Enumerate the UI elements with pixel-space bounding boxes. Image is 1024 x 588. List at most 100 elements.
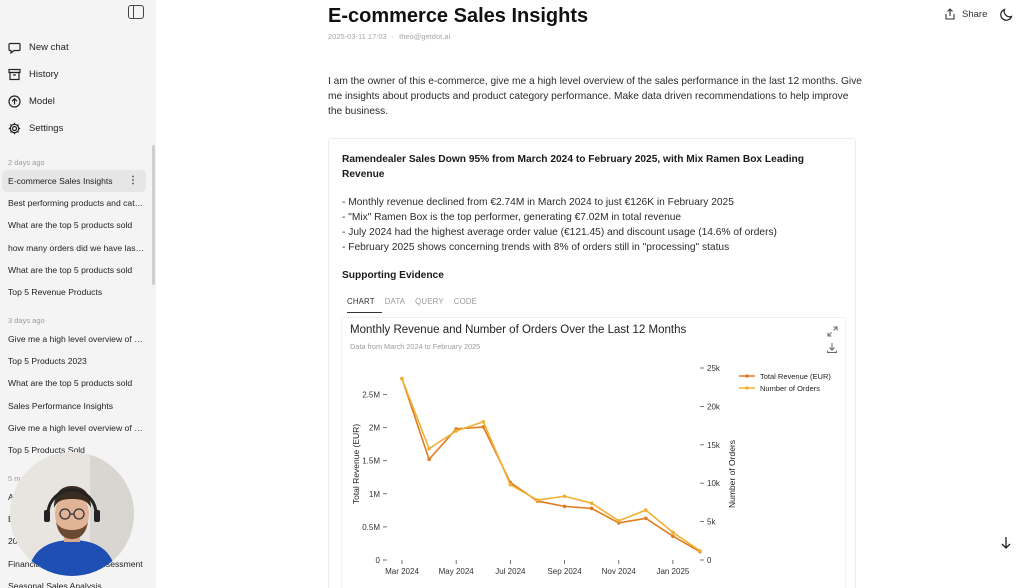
history-item-active[interactable]: E-commerce Sales Insights ⋮: [2, 170, 146, 193]
data-point: [562, 504, 567, 509]
scroll-down-icon[interactable]: [1000, 536, 1012, 555]
share-label: Share: [962, 8, 988, 20]
data-point: [589, 501, 594, 505]
gear-icon: [8, 122, 21, 135]
arrow-up-circle-icon: [8, 95, 21, 108]
x-tick-label: Jul 2024: [495, 567, 526, 576]
nav-settings[interactable]: Settings: [8, 115, 148, 142]
sidebar-scrollbar[interactable]: [152, 145, 155, 285]
bullet-item: - February 2025 shows concerning trends …: [342, 242, 730, 253]
x-tick-label: May 2024: [439, 567, 475, 576]
history-item[interactable]: What are the top 5 products sold: [8, 378, 133, 389]
series-line: [401, 378, 701, 553]
y-left-tick-label: 1.5M: [362, 457, 380, 466]
legend-label: Total Revenue (EUR): [760, 372, 831, 381]
data-point: [427, 446, 431, 451]
bullet-item: - "Mix" Ramen Box is the top performer, …: [342, 212, 682, 223]
nav-label: Settings: [29, 123, 64, 134]
tab-query[interactable]: QUERY: [415, 297, 444, 306]
chat-user: theo@getdot.ai: [399, 32, 451, 41]
legend-marker: [745, 374, 749, 378]
share-button[interactable]: Share: [944, 8, 987, 20]
data-point: [481, 425, 486, 429]
history-item[interactable]: Give me a high level overview of sales: [8, 422, 146, 433]
history-item[interactable]: Top 5 Revenue Products: [8, 286, 103, 297]
moon-icon[interactable]: [999, 7, 1014, 27]
data-point: [644, 508, 648, 512]
y-left-axis-label: Total Revenue (EUR): [351, 424, 361, 504]
expand-icon[interactable]: [827, 324, 838, 342]
y-left-tick-label: 2M: [369, 424, 380, 433]
tab-data[interactable]: DATA: [384, 297, 406, 306]
y-right-tick-label: 15k: [707, 441, 721, 450]
data-point: [698, 548, 702, 553]
history-item[interactable]: Give me a high level overview of sales: [8, 334, 146, 344]
chart-panel: Monthly Revenue and Number of Orders Ove…: [341, 317, 846, 588]
history-item[interactable]: Seasonal Sales Analysis: [8, 580, 102, 588]
bullet-item: - Monthly revenue declined from €2.74M i…: [342, 197, 734, 208]
data-point: [481, 419, 486, 424]
data-point: [562, 494, 567, 499]
data-point: [589, 506, 594, 511]
more-options-icon[interactable]: ⋮: [128, 175, 138, 186]
sidebar-nav: New chat History Model Settings: [8, 34, 148, 142]
share-icon: [945, 8, 955, 20]
data-point: [427, 457, 431, 462]
chat-meta: 2025-03-11 17:03 · theo@getdot.ai: [328, 32, 451, 41]
data-point: [400, 376, 404, 381]
history-group-label: 2 days ago: [8, 158, 45, 167]
history-item[interactable]: Top 5 Products 2023: [8, 356, 87, 367]
webcam-video: [10, 452, 134, 576]
user-prompt: I am the owner of this e-commerce, give …: [328, 76, 862, 117]
nav-history[interactable]: History: [8, 61, 148, 88]
y-left-tick-label: 0.5M: [362, 523, 380, 532]
y-left-tick-label: 0: [376, 556, 381, 565]
y-right-axis-label: Number of Orders: [727, 440, 737, 508]
history-item[interactable]: how many orders did we have last month: [8, 242, 146, 253]
x-tick-label: Jan 2025: [656, 567, 689, 576]
history-list: E-commerce Sales Insights ⋮ Best performi…: [2, 170, 146, 303]
history-group-label: 3 days ago: [8, 316, 45, 325]
history-item[interactable]: Best performing products and categories: [8, 198, 146, 209]
nav-model[interactable]: Model: [8, 88, 148, 115]
history-list: Give me a high level overview of sales T…: [2, 328, 146, 461]
nav-new-chat[interactable]: New chat: [8, 34, 148, 61]
data-point: [671, 530, 675, 535]
legend-marker: [745, 386, 749, 390]
series-line: [401, 378, 701, 552]
y-right-tick-label: 0: [707, 556, 712, 565]
tab-chart[interactable]: CHART: [347, 297, 375, 306]
data-point: [535, 498, 540, 502]
data-point: [454, 429, 458, 433]
x-tick-label: Mar 2024: [385, 567, 419, 576]
history-item[interactable]: What are the top 5 products sold: [8, 220, 133, 231]
download-icon[interactable]: [826, 341, 838, 359]
chart-subtitle: Data from March 2024 to February 2025: [350, 342, 481, 351]
archive-icon: [8, 68, 21, 81]
nav-label: New chat: [29, 42, 69, 53]
x-tick-label: Nov 2024: [602, 567, 637, 576]
y-right-tick-label: 20k: [707, 402, 721, 411]
evidence-tabs: CHART DATA QUERY CODE: [347, 297, 487, 312]
history-item[interactable]: What are the top 5 products sold: [8, 264, 133, 275]
data-point: [508, 482, 513, 487]
nav-label: Model: [29, 96, 55, 107]
nav-label: History: [29, 69, 59, 80]
answer-bullets: - Monthly revenue declined from €2.74M i…: [342, 195, 842, 255]
history-item[interactable]: Sales Performance Insights: [8, 400, 114, 411]
y-left-tick-label: 1M: [369, 490, 380, 499]
sidebar-toggle-icon[interactable]: [128, 5, 144, 19]
x-tick-label: Sep 2024: [547, 567, 582, 576]
answer-card: Ramendealer Sales Down 95% from March 20…: [328, 138, 856, 588]
chat-bubble-icon: [8, 41, 21, 54]
y-right-tick-label: 10k: [707, 479, 721, 488]
y-left-tick-label: 2.5M: [362, 390, 380, 399]
y-right-tick-label: 25k: [707, 364, 721, 373]
bullet-item: - July 2024 had the highest average orde…: [342, 227, 777, 238]
revenue-orders-chart: 0 0.5M 1M 1.5M 2M 2.5M 0 5k 10k 15k 20k 25k Mar 2024…: [351, 364, 831, 576]
evidence-heading: Supporting Evidence: [342, 270, 444, 281]
data-point: [671, 534, 675, 538]
history-group-label: 5 m: [8, 474, 21, 483]
chat-date: 2025-03-11 17:03: [328, 32, 387, 41]
tab-code[interactable]: CODE: [453, 297, 478, 306]
